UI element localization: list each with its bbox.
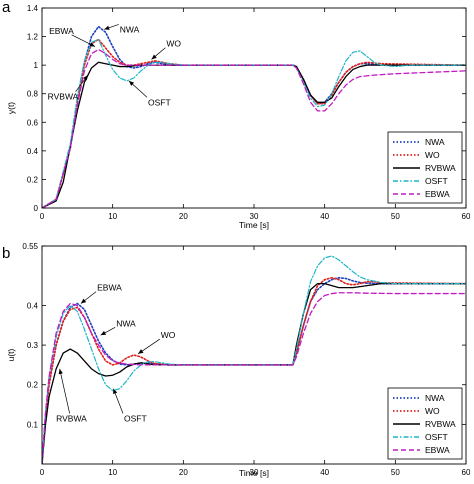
y-tick-label: 0.2: [27, 175, 39, 184]
x-tick-label: 10: [108, 212, 117, 221]
annotation-ebwa: EBWA: [80, 283, 122, 304]
annotation-text: NWA: [120, 24, 140, 34]
annotation-text: RVBWA: [56, 413, 87, 423]
panel-label: b: [2, 245, 10, 262]
annotation-nwa: NWA: [104, 24, 140, 34]
annotation-text: OSFT: [148, 97, 171, 107]
annotation-ebwa: EBWA: [49, 26, 96, 47]
y-tick-label: 1.4: [27, 4, 39, 13]
x-axis-label: Time [s]: [239, 468, 269, 478]
x-tick-label: 0: [40, 468, 45, 477]
x-tick-label: 40: [320, 468, 329, 477]
x-tick-label: 0: [40, 212, 45, 221]
x-axis-label: Time [s]: [239, 220, 269, 230]
x-tick-label: 30: [250, 468, 259, 477]
annotation-arrowhead: [83, 75, 88, 81]
legend-label-wo: WO: [425, 406, 440, 416]
x-tick-label: 60: [462, 212, 471, 221]
legend-label-osft: OSFT: [425, 176, 448, 186]
legend: NWA WO RVBWA OSFT EBWA: [387, 131, 463, 204]
annotation-arrowhead: [104, 25, 110, 30]
y-tick-label: 0.4: [27, 301, 39, 310]
series-group: [42, 255, 466, 464]
annotation-arrowhead: [138, 349, 144, 354]
annotation-rvbwa: RVBWA: [48, 74, 89, 102]
annotation-nwa: NWA: [100, 318, 136, 336]
annotation-text: RVBWA: [48, 92, 79, 102]
annotation-osft: OSFT: [113, 388, 147, 423]
y-tick-label: 0.1: [27, 420, 39, 429]
panel-label: a: [2, 0, 11, 16]
y-tick-label: 0.6: [27, 118, 39, 127]
annotation-text: NWA: [116, 318, 136, 328]
legend-label-nwa: NWA: [425, 393, 445, 403]
y-tick-label: 1: [34, 61, 39, 70]
y-tick-label: 1.2: [27, 33, 39, 42]
y-tick-label: 0.2: [27, 381, 39, 390]
x-tick-label: 40: [320, 212, 329, 221]
annotation-wo: WO: [137, 330, 176, 355]
annotation-text: OSFT: [124, 413, 147, 423]
legend-label-nwa: NWA: [425, 137, 445, 147]
annotation-arrowhead: [128, 80, 135, 86]
x-tick-label: 10: [108, 468, 117, 477]
annotation-osft: OSFT: [128, 80, 171, 107]
x-tick-label: 50: [391, 212, 400, 221]
legend-label-rvbwa: RVBWA: [425, 163, 456, 173]
annotation-arrowhead: [89, 42, 95, 47]
annotation-arrowhead: [80, 298, 87, 304]
annotation-arrow: [59, 368, 70, 414]
series-line-rvbwa: [42, 283, 466, 464]
y-tick-label: 0.3: [27, 341, 39, 350]
y-tick-label: 0.55: [22, 242, 38, 251]
legend-label-osft: OSFT: [425, 432, 448, 442]
annotation-arrowhead: [151, 54, 157, 60]
y-axis-label: u(t): [6, 348, 16, 361]
legend: NWA WO RVBWA OSFT EBWA: [387, 387, 463, 460]
annotation-arrowhead: [100, 330, 107, 336]
annotation-wo: WO: [151, 39, 181, 60]
x-tick-label: 20: [179, 212, 188, 221]
x-tick-label: 50: [391, 468, 400, 477]
series-line-ebwa: [42, 292, 466, 464]
x-tick-label: 60: [462, 468, 471, 477]
legend-label-ebwa: EBWA: [425, 445, 450, 455]
x-tick-label: 30: [250, 212, 259, 221]
series-line-osft: [42, 38, 466, 208]
annotation-text: EBWA: [97, 283, 122, 293]
annotation-text: WO: [161, 330, 176, 340]
annotation-arrowhead: [113, 388, 118, 395]
series-line-wo: [42, 38, 466, 208]
annotation-text: EBWA: [49, 26, 74, 36]
series-line-ebwa: [42, 48, 466, 208]
panel-b: b 0 10 20 30 40 50 60 0.1 0.2 0.3 0.4 0.55 Time [s] u(…: [2, 242, 471, 478]
y-tick-label: 0.8: [27, 90, 39, 99]
legend-label-wo: WO: [425, 150, 440, 160]
y-tick-label: 0: [34, 204, 39, 213]
y-axis-label: y(t): [6, 102, 16, 114]
x-tick-label: 20: [179, 468, 188, 477]
y-tick-label: 0.4: [27, 147, 39, 156]
legend-label-rvbwa: RVBWA: [425, 419, 456, 429]
panel-a: a 0 10 20 30 40 50 60 0 0.2 0.4 0.6 0.8 1 1.2 1.4 Time […: [2, 0, 471, 230]
legend-label-ebwa: EBWA: [425, 189, 450, 199]
series-group: [42, 25, 466, 208]
annotation-text: WO: [166, 39, 181, 49]
series-line-osft: [42, 255, 466, 464]
annotation-arrowhead: [58, 368, 63, 375]
annotation-rvbwa: RVBWA: [56, 368, 87, 423]
